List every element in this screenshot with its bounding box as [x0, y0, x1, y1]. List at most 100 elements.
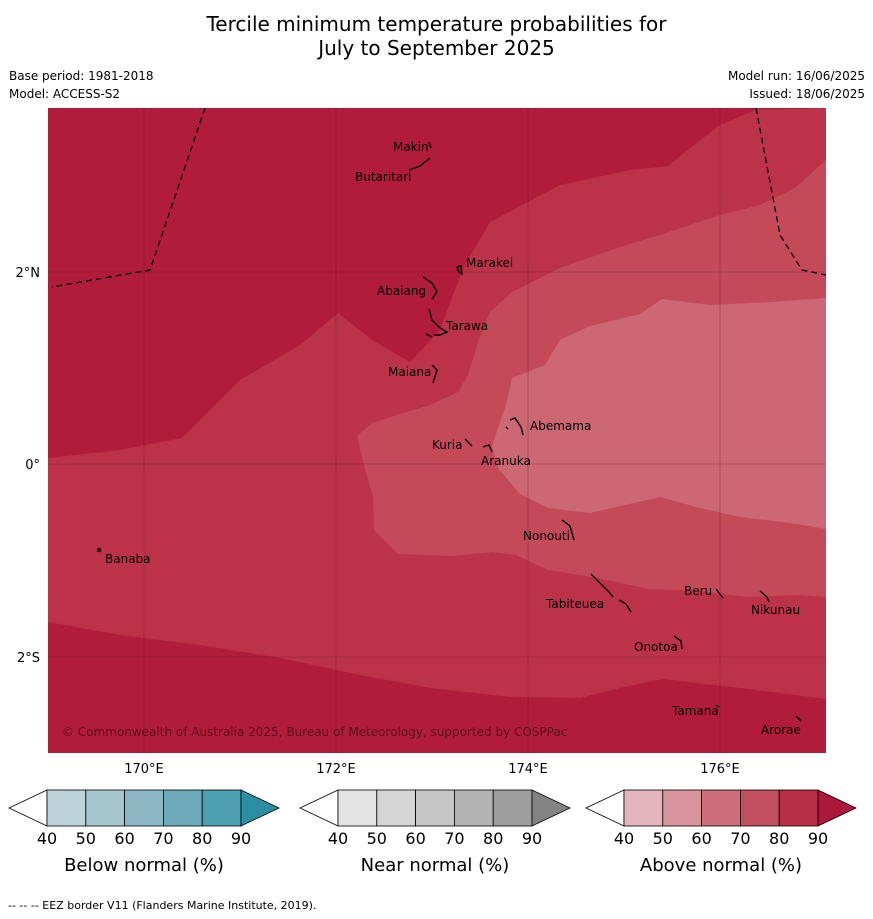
above-normal-segment-70	[740, 789, 780, 827]
island-nikunau	[759, 590, 770, 603]
above-normal-segment-80	[778, 789, 819, 827]
island-arorae	[795, 715, 802, 722]
island-kuria	[464, 438, 473, 447]
island-onotoa	[673, 635, 683, 650]
label-nonouti: Nonouti	[523, 529, 570, 543]
label-butaritari: Butaritari	[355, 170, 412, 184]
label-beru: Beru	[684, 584, 712, 598]
label-abemama: Abemama	[530, 419, 591, 433]
label-nikunau: Nikunau	[751, 603, 800, 617]
above-normal-tick-90: 90	[808, 829, 828, 848]
below-normal-segment-80	[201, 789, 242, 827]
above-normal-tick-60: 60	[691, 829, 711, 848]
near-normal-segment-60	[415, 789, 455, 827]
above-normal-tick-40: 40	[614, 829, 634, 848]
label-maiana: Maiana	[388, 365, 431, 379]
below-normal-high-extend	[240, 789, 280, 827]
above-normal-tick-80: 80	[769, 829, 789, 848]
probability-field	[48, 108, 826, 753]
above-normal-high-extend	[817, 789, 857, 827]
below-normal-tick-90: 90	[231, 829, 251, 848]
below-normal-segment-50	[85, 789, 126, 827]
island-butaritari	[408, 157, 431, 171]
label-abaiang: Abaiang	[377, 284, 426, 298]
near-normal-high-extend	[531, 789, 571, 827]
island-maiana	[431, 364, 438, 384]
graticule	[48, 108, 826, 753]
island-tabiteuea	[590, 573, 632, 613]
island-abaiang	[422, 276, 438, 300]
colorbar-below-normal: 40 50 60 70 80 90 Below normal (%)	[8, 789, 280, 876]
lon-tick-174e: 174°E	[508, 762, 548, 777]
above-normal-low-extend	[585, 789, 625, 827]
near-normal-tick-90: 90	[522, 829, 542, 848]
below-normal-low-extend	[8, 789, 48, 827]
eez-border	[51, 108, 826, 288]
below-normal-segment-70	[162, 789, 203, 827]
island-tarawa	[425, 308, 449, 338]
above-normal-tick-50: 50	[653, 829, 673, 848]
below-normal-tick-80: 80	[192, 829, 212, 848]
near-normal-tick-50: 50	[367, 829, 387, 848]
above-normal-segment-60	[701, 789, 741, 827]
lon-tick-176e: 176°E	[700, 762, 740, 777]
island-marakei	[456, 265, 463, 276]
below-normal-tick-70: 70	[153, 829, 173, 848]
colorbar-near-normal: 40 50 60 70 80 90 Near normal (%)	[299, 789, 571, 876]
below-normal-segment-60	[124, 789, 164, 827]
lon-tick-170e: 170°E	[124, 762, 164, 777]
island-nonouti	[561, 519, 575, 541]
place-labels: Makin Butaritari Marakei Abaiang Tarawa …	[105, 140, 801, 737]
lat-tick-2n: 2°N	[16, 266, 41, 281]
near-normal-tick-70: 70	[444, 829, 464, 848]
near-normal-tick-80: 80	[483, 829, 503, 848]
title-line-2: July to September 2025	[318, 36, 555, 60]
title-line-1: Tercile minimum temperature probabilitie…	[206, 12, 667, 36]
model-run: Model run: 16/06/2025	[727, 69, 865, 83]
island-abemama	[505, 417, 524, 436]
lat-tick-2s: 2°S	[17, 651, 40, 666]
eez-footnote: -- -- -- EEZ border V11 (Flanders Marine…	[8, 899, 317, 912]
below-normal-segment-40	[46, 789, 87, 827]
near-normal-tick-40: 40	[328, 829, 348, 848]
above-normal-label: Above normal (%)	[640, 855, 802, 876]
lat-tick-0: 0°	[25, 458, 40, 473]
near-normal-segment-70	[453, 789, 494, 827]
below-normal-tick-40: 40	[37, 829, 57, 848]
colorbar-above-normal: 40 50 60 70 80 90 Above normal (%)	[585, 789, 857, 876]
label-banaba: Banaba	[105, 552, 151, 566]
label-kuria: Kuria	[432, 438, 463, 452]
near-normal-tick-60: 60	[405, 829, 425, 848]
near-normal-segment-40	[337, 789, 378, 827]
base-period: Base period: 1981-2018	[9, 69, 154, 83]
copyright-notice: © Commonwealth of Australia 2025, Bureau…	[62, 725, 567, 739]
islands	[96, 141, 802, 722]
below-normal-tick-60: 60	[114, 829, 134, 848]
above-normal-segment-50	[662, 789, 702, 827]
label-makin: Makin	[393, 140, 429, 154]
near-normal-segment-80	[492, 789, 533, 827]
island-banaba	[96, 547, 102, 553]
label-tarawa: Tarawa	[445, 319, 488, 333]
near-normal-low-extend	[299, 789, 339, 827]
above-normal-tick-70: 70	[730, 829, 750, 848]
label-marakei: Marakei	[466, 256, 513, 270]
label-arorae: Arorae	[761, 723, 801, 737]
label-tamana: Tamana	[671, 704, 719, 718]
near-normal-label: Near normal (%)	[361, 855, 510, 876]
below-normal-tick-50: 50	[76, 829, 96, 848]
lon-tick-labels: 170°E 172°E 174°E 176°E	[124, 762, 740, 777]
island-aranuka	[482, 444, 493, 453]
lon-tick-172e: 172°E	[316, 762, 356, 777]
above-normal-segment-40	[623, 789, 664, 827]
island-tamana	[715, 704, 720, 708]
island-beru	[715, 588, 724, 599]
issued-date: Issued: 18/06/2025	[749, 87, 865, 101]
map-title: Tercile minimum temperature probabilitie…	[0, 12, 873, 60]
island-makin	[428, 141, 432, 149]
near-normal-segment-50	[376, 789, 416, 827]
below-normal-label: Below normal (%)	[64, 855, 224, 876]
model-name: Model: ACCESS-S2	[9, 87, 121, 101]
label-aranuka: Aranuka	[481, 454, 531, 468]
